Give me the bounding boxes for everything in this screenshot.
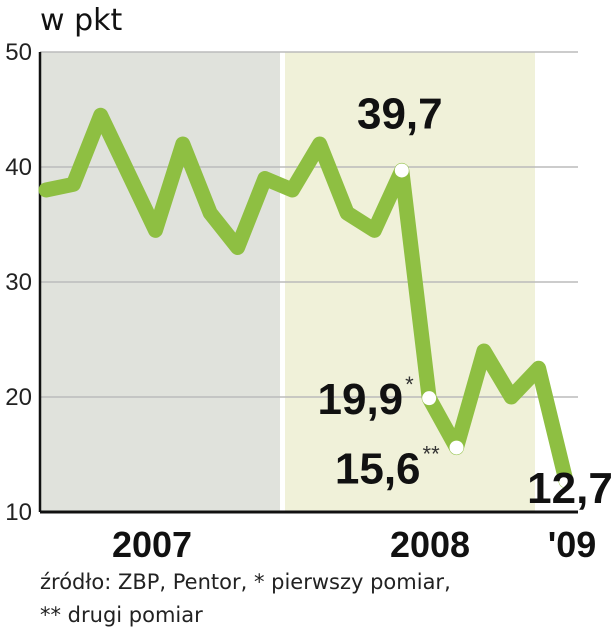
y-tick-50: 50 bbox=[5, 39, 32, 66]
highlight-points bbox=[394, 163, 573, 488]
year-label-2009: '09 bbox=[548, 524, 597, 565]
data-label-14: 19,9 bbox=[318, 375, 404, 424]
y-tick-10: 10 bbox=[5, 499, 32, 526]
series-line bbox=[38, 107, 574, 489]
data-label-15: 15,6 bbox=[335, 445, 421, 494]
y-axis-unit-label: w pkt bbox=[40, 3, 122, 38]
y-tick-40: 40 bbox=[5, 154, 32, 181]
y-tick-20: 20 bbox=[5, 384, 32, 411]
data-labels: 39,7 19,9 * 15,6 ** 12,7 bbox=[318, 89, 613, 513]
point-13 bbox=[394, 163, 409, 178]
source-note: źródło: ZBP, Pentor, * pierwszy pomiar, bbox=[40, 570, 451, 594]
year-label-2008: 2008 bbox=[390, 524, 470, 565]
data-label-mark-14: * bbox=[405, 372, 414, 397]
point-14 bbox=[422, 391, 437, 406]
gridlines bbox=[40, 51, 578, 398]
y-tick-30: 30 bbox=[5, 269, 32, 296]
point-19 bbox=[559, 473, 573, 488]
data-label-19: 12,7 bbox=[527, 464, 613, 513]
point-15 bbox=[449, 440, 464, 455]
y-tick-labels: 50 40 30 20 10 bbox=[5, 39, 32, 526]
source-note-continued: ** drugi pomiar bbox=[40, 603, 203, 627]
data-label-13: 39,7 bbox=[357, 89, 443, 138]
data-label-mark-15: ** bbox=[423, 442, 441, 467]
year-label-2007: 2007 bbox=[112, 524, 192, 565]
